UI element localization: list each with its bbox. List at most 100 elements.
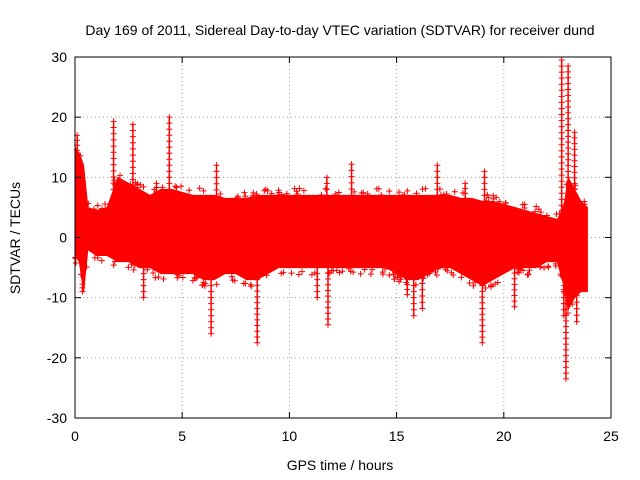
- spike-point: [565, 139, 572, 146]
- spike-point: [166, 120, 173, 127]
- data-point: [382, 265, 389, 272]
- spike-point: [410, 300, 417, 307]
- data-point: [300, 187, 307, 194]
- spike-point: [562, 300, 569, 307]
- spike-point: [110, 124, 117, 131]
- spike-point: [562, 364, 569, 371]
- spike-point: [558, 75, 565, 82]
- spike-point: [571, 169, 578, 176]
- spike-point: [511, 275, 518, 282]
- spike-point: [254, 293, 261, 300]
- spike-point: [129, 164, 136, 171]
- spike-point: [254, 322, 261, 329]
- data-point: [537, 263, 544, 270]
- spike-point: [558, 208, 565, 215]
- data-point: [186, 187, 193, 194]
- spike-point: [558, 69, 565, 76]
- data-point: [261, 187, 268, 194]
- data-point: [339, 268, 346, 275]
- spike-point: [254, 328, 261, 335]
- data-point: [345, 265, 352, 272]
- spike-point: [79, 288, 86, 295]
- spike-point: [571, 174, 578, 181]
- spike-point: [511, 303, 518, 310]
- spike-point: [166, 132, 173, 139]
- spike-point: [419, 274, 426, 281]
- data-point: [420, 275, 427, 282]
- spike-point: [481, 174, 488, 181]
- spike-point: [323, 186, 330, 193]
- spike-point: [565, 121, 572, 128]
- spike-point: [324, 281, 331, 288]
- spike-point: [324, 270, 331, 277]
- data-point: [432, 269, 439, 276]
- data-point: [533, 203, 540, 210]
- data-point: [117, 172, 124, 179]
- spike-point: [565, 104, 572, 111]
- spike-point: [511, 281, 518, 288]
- data-point: [322, 185, 329, 192]
- spike-point: [166, 180, 173, 187]
- spike-point: [565, 109, 572, 116]
- data-point: [332, 190, 339, 197]
- spike-point: [434, 168, 441, 175]
- data-point: [488, 281, 495, 288]
- spike-point: [410, 306, 417, 313]
- data-point: [386, 188, 393, 195]
- data-point: [77, 271, 84, 278]
- x-tick-label: 15: [389, 428, 405, 444]
- data-point: [94, 202, 101, 209]
- spike-point: [573, 312, 580, 319]
- data-point: [144, 266, 151, 273]
- data-point: [196, 185, 203, 192]
- data-point: [178, 183, 185, 190]
- spike-point: [565, 168, 572, 175]
- spike-point: [558, 166, 565, 173]
- data-point: [110, 262, 117, 269]
- spike-point: [419, 305, 426, 312]
- spike-point: [571, 146, 578, 153]
- spike-point: [129, 152, 136, 159]
- spike-point: [410, 288, 417, 295]
- spike-point: [110, 180, 117, 187]
- data-point: [413, 190, 420, 197]
- spike-point: [208, 294, 215, 301]
- data-layer: [72, 57, 588, 382]
- spike-point: [558, 141, 565, 148]
- spike-point: [558, 153, 565, 160]
- spike-point: [314, 288, 321, 295]
- data-point: [494, 279, 501, 286]
- spike-point: [562, 312, 569, 319]
- spike-point: [110, 186, 117, 193]
- spike-point: [208, 300, 215, 307]
- spike-point: [140, 270, 147, 277]
- spike-point: [571, 180, 578, 187]
- data-point: [249, 192, 256, 199]
- spike-point: [562, 370, 569, 377]
- spike-point: [314, 282, 321, 289]
- spike-point: [129, 158, 136, 165]
- y-tick-label: 0: [59, 230, 67, 246]
- data-point: [160, 276, 167, 283]
- y-tick-label: 20: [51, 109, 67, 125]
- spike-point: [558, 184, 565, 191]
- spike-point: [434, 186, 441, 193]
- spike-point: [434, 180, 441, 187]
- data-point: [451, 188, 458, 195]
- spike-point: [348, 186, 355, 193]
- data-point: [90, 205, 97, 212]
- data-point: [440, 191, 447, 198]
- data-point: [85, 200, 92, 207]
- data-point: [492, 280, 499, 287]
- data-point: [308, 271, 315, 278]
- spike-point: [213, 168, 220, 175]
- spike-point: [571, 157, 578, 164]
- spike-point: [213, 186, 220, 193]
- data-point: [172, 183, 179, 190]
- y-tick-label: 10: [51, 169, 67, 185]
- data-point: [466, 280, 473, 287]
- spike-point: [562, 306, 569, 313]
- data-point: [490, 192, 497, 199]
- spike-point: [140, 282, 147, 289]
- data-point: [379, 269, 386, 276]
